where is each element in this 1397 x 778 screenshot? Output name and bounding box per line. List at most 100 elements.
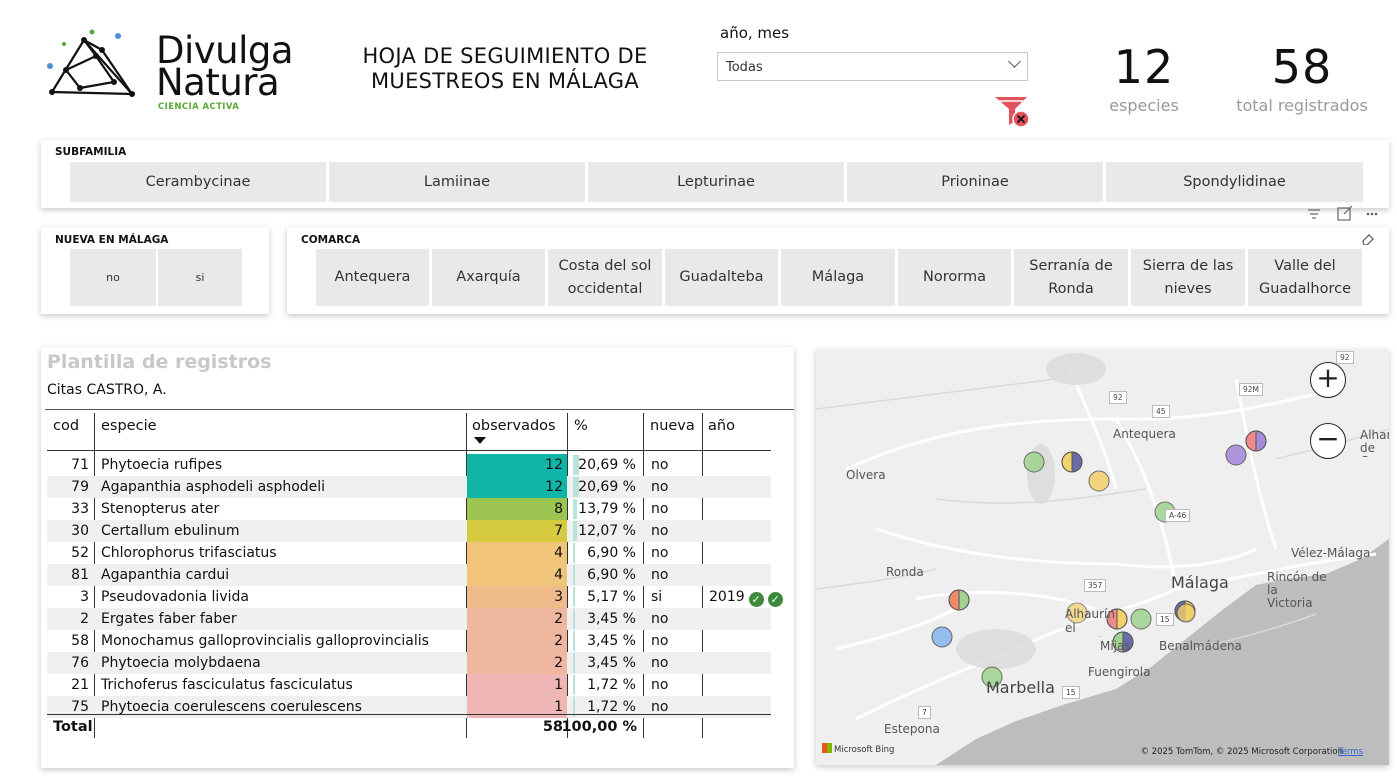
nueva-option-no[interactable]: no bbox=[70, 249, 156, 306]
cell-observados: 1 bbox=[467, 674, 567, 696]
table-row[interactable]: 52 Chlorophorus trifasciatus 4 6,90 % no bbox=[47, 542, 771, 564]
cell-pct: 1,72 % bbox=[573, 696, 641, 718]
filter-lines-icon[interactable] bbox=[1308, 209, 1320, 219]
cell-especie: Phytoecia coerulescens coerulescens bbox=[101, 699, 362, 715]
date-slicer-dropdown[interactable]: Todas bbox=[717, 52, 1028, 81]
column-header-pct[interactable]: % bbox=[574, 418, 588, 434]
map-terms-link[interactable]: Terms bbox=[1337, 747, 1363, 757]
table-row[interactable]: 81 Agapanthia cardui 4 6,90 % no bbox=[47, 564, 771, 586]
column-header-anio[interactable]: año bbox=[708, 418, 735, 434]
cell-nueva: no bbox=[651, 677, 669, 693]
subfamilia-slicer: SUBFAMILIA Cerambycinae Lamiinae Lepturi… bbox=[41, 140, 1389, 208]
map-background bbox=[816, 349, 1389, 765]
brand-logo: Divulga Natura CIENCIA ACTIVA bbox=[44, 26, 294, 114]
table-row[interactable]: 71 Phytoecia rufipes 12 20,69 % no bbox=[47, 454, 771, 476]
cell-pct: 5,17 % bbox=[573, 586, 641, 608]
cell-observados: 4 bbox=[467, 564, 567, 586]
map-label-marbella: Marbella bbox=[986, 678, 1055, 697]
cell-observados: 12 bbox=[467, 476, 567, 498]
comarca-option-nororma[interactable]: Nororma bbox=[898, 249, 1011, 306]
cell-nueva: no bbox=[651, 545, 669, 561]
cell-especie: Agapanthia asphodeli asphodeli bbox=[101, 479, 326, 495]
zoom-in-button[interactable]: + bbox=[1310, 362, 1346, 398]
map-label-olvera: Olvera bbox=[846, 468, 886, 482]
check-circle-icon: ✓ bbox=[767, 592, 783, 607]
column-header-observados[interactable]: observados bbox=[472, 418, 556, 434]
cell-especie: Agapanthia cardui bbox=[101, 567, 230, 583]
table-row[interactable]: 3 Pseudovadonia livida 3 5,17 % si 2019 ✓ ✓ bbox=[47, 586, 783, 608]
table-row[interactable]: 21 Trichoferus fasciculatus fasciculatus 1… bbox=[47, 674, 771, 696]
comarca-option-sierra-de-las-nieves[interactable]: Sierra de las nieves bbox=[1131, 249, 1245, 306]
cell-anio: 2019 ✓ ✓ bbox=[709, 589, 783, 607]
kpi-especies-label: especies bbox=[1109, 96, 1179, 115]
column-header-nueva[interactable]: nueva bbox=[650, 418, 695, 434]
cell-nueva: no bbox=[651, 501, 669, 517]
road-shield: 7 bbox=[918, 706, 931, 719]
eraser-icon[interactable] bbox=[1361, 233, 1375, 245]
table-row[interactable]: 79 Agapanthia asphodeli asphodeli 12 20,69 … bbox=[47, 476, 771, 498]
total-observados: 58 bbox=[542, 719, 563, 735]
cell-cod: 2 bbox=[80, 611, 89, 627]
subfamilia-option-lamiinae[interactable]: Lamiinae bbox=[329, 162, 585, 202]
comarca-option-guadalteba[interactable]: Guadalteba bbox=[665, 249, 778, 306]
clear-filters-button[interactable] bbox=[993, 95, 1031, 129]
total-label: Total bbox=[53, 719, 93, 735]
table-row[interactable]: 75 Phytoecia coerulescens coerulescens 1 1,… bbox=[47, 696, 771, 718]
comarca-option-serrania-de-ronda[interactable]: Serranía de Ronda bbox=[1014, 249, 1128, 306]
cell-pct: 12,07 % bbox=[573, 520, 641, 542]
cell-observados: 2 bbox=[467, 608, 567, 630]
subfamilia-option-prioninae[interactable]: Prioninae bbox=[847, 162, 1103, 202]
cell-cod: 30 bbox=[71, 523, 89, 539]
cell-nueva: no bbox=[651, 655, 669, 671]
cell-cod: 52 bbox=[71, 545, 89, 561]
column-header-cod[interactable]: cod bbox=[53, 418, 80, 434]
map-label-alhaurin: Alhaurín el Grande bbox=[1065, 607, 1115, 637]
cell-cod: 79 bbox=[71, 479, 89, 495]
cell-pct: 6,90 % bbox=[573, 542, 641, 564]
cell-cod: 75 bbox=[71, 699, 89, 715]
comarca-option-costa-del-sol[interactable]: Costa del sol occidental bbox=[548, 249, 662, 306]
cell-observados: 12 bbox=[467, 454, 567, 476]
subfamilia-option-spondylidinae[interactable]: Spondylidinae bbox=[1106, 162, 1363, 202]
table-row[interactable]: 33 Stenopterus ater 8 13,79 % no bbox=[47, 498, 771, 520]
cell-pct: 6,90 % bbox=[573, 564, 641, 586]
cell-pct: 1,72 % bbox=[573, 674, 641, 696]
cell-observados: 1 bbox=[467, 696, 567, 718]
table-row[interactable]: 30 Certallum ebulinum 7 12,07 % no bbox=[47, 520, 771, 542]
cell-cod: 3 bbox=[80, 589, 89, 605]
cell-especie: Phytoecia molybdaena bbox=[101, 655, 261, 671]
species-map[interactable]: Antequera Olvera Ronda Vélez-Málaga Rinc… bbox=[816, 349, 1389, 765]
comarca-slicer: COMARCA Antequera Axarquía Costa del sol… bbox=[287, 227, 1389, 314]
date-slicer-value: Todas bbox=[726, 60, 763, 75]
pct-databar bbox=[573, 609, 575, 629]
cell-especie: Monochamus galloprovincialis galloprovin… bbox=[101, 633, 429, 649]
subfamilia-option-lepturinae[interactable]: Lepturinae bbox=[588, 162, 844, 202]
subfamilia-slicer-title: SUBFAMILIA bbox=[55, 146, 127, 158]
cell-observados: 8 bbox=[467, 498, 567, 520]
cell-cod: 71 bbox=[71, 457, 89, 473]
table-row[interactable]: 2 Ergates faber faber 2 3,45 % no bbox=[47, 608, 771, 630]
more-options-icon[interactable] bbox=[1366, 212, 1378, 216]
comarca-option-axarquia[interactable]: Axarquía bbox=[432, 249, 545, 306]
focus-mode-icon[interactable] bbox=[1337, 205, 1353, 221]
cell-pct: 3,45 % bbox=[573, 630, 641, 652]
cell-especie: Pseudovadonia livida bbox=[101, 589, 249, 605]
column-header-especie[interactable]: especie bbox=[101, 418, 157, 434]
subfamilia-option-cerambycinae[interactable]: Cerambycinae bbox=[70, 162, 326, 202]
comarca-option-antequera[interactable]: Antequera bbox=[316, 249, 429, 306]
comarca-option-valle-del-guadalhorce[interactable]: Valle del Guadalhorce bbox=[1248, 249, 1362, 306]
comarca-option-malaga[interactable]: Málaga bbox=[781, 249, 895, 306]
map-attribution: © 2025 TomTom, © 2025 Microsoft Corporat… bbox=[1140, 747, 1343, 757]
cell-nueva: no bbox=[651, 523, 669, 539]
zoom-out-button[interactable]: − bbox=[1310, 423, 1346, 459]
table-title: Plantilla de registros bbox=[47, 351, 272, 373]
map-label-velez-malaga: Vélez-Málaga bbox=[1291, 546, 1371, 560]
table-row[interactable]: 58 Monochamus galloprovincialis galloprov… bbox=[47, 630, 771, 652]
nueva-option-si[interactable]: si bbox=[158, 249, 242, 306]
table-row[interactable]: 76 Phytoecia molybdaena 2 3,45 % no bbox=[47, 652, 771, 674]
road-shield: 15 bbox=[1156, 613, 1174, 626]
kpi-especies-value: 12 bbox=[1113, 40, 1175, 94]
kpi-total-value: 58 bbox=[1271, 40, 1333, 94]
cell-observados: 3 bbox=[467, 586, 567, 608]
cell-pct: 3,45 % bbox=[573, 608, 641, 630]
